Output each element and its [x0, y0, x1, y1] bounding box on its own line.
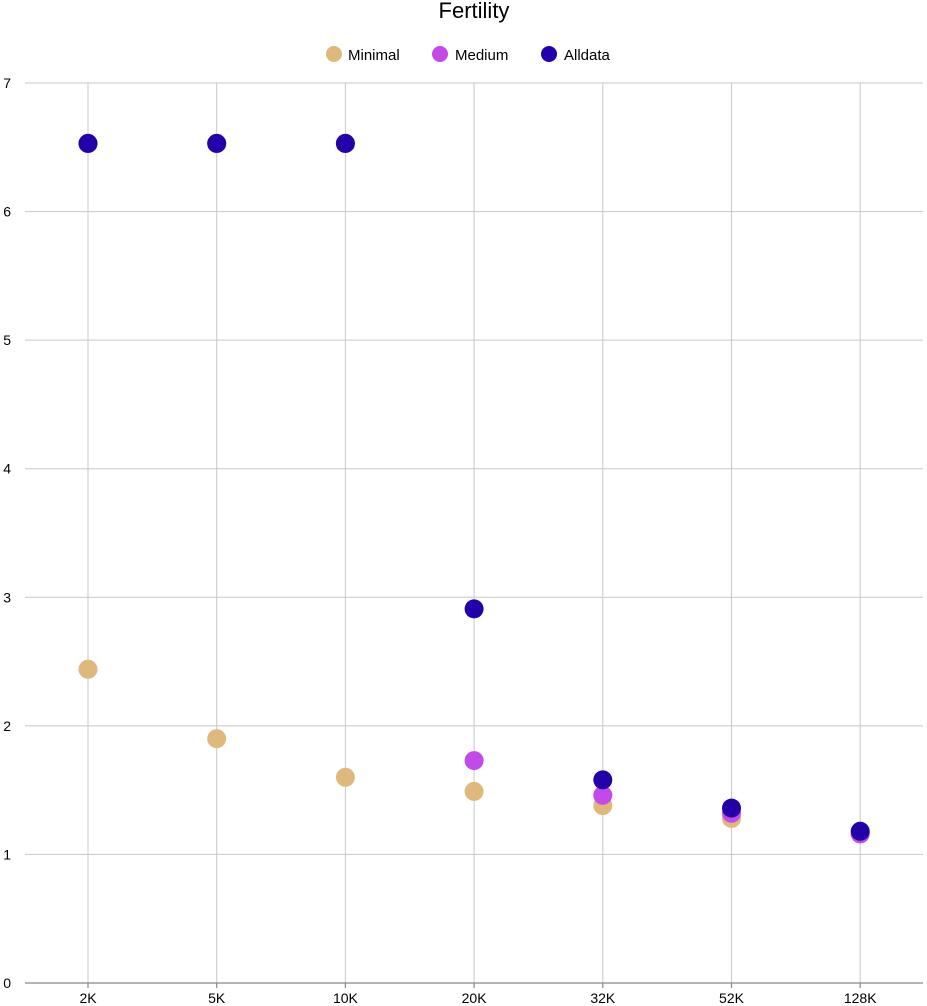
legend-item-alldata[interactable]: Alldata: [541, 46, 611, 64]
y-tick-label-2: 2: [3, 718, 11, 734]
x-tick-label-32K: 32K: [590, 990, 616, 1006]
point-minimal-5K[interactable]: [207, 729, 227, 749]
point-alldata-128K[interactable]: [850, 821, 870, 841]
point-minimal-10K[interactable]: [335, 767, 355, 787]
legend-label-alldata: Alldata: [564, 47, 611, 64]
point-alldata-10K[interactable]: [335, 133, 355, 153]
x-tick-label-5K: 5K: [208, 990, 226, 1006]
y-tick-label-5: 5: [3, 332, 11, 348]
point-alldata-20K[interactable]: [464, 599, 484, 619]
legend-marker-minimal: [326, 46, 342, 62]
point-minimal-20K[interactable]: [464, 781, 484, 801]
y-tick-label-3: 3: [3, 589, 11, 605]
x-tick-label-2K: 2K: [79, 990, 97, 1006]
point-medium-32K[interactable]: [593, 785, 613, 805]
x-tick-label-128K: 128K: [844, 990, 877, 1006]
legend-item-minimal[interactable]: Minimal: [326, 46, 400, 64]
legend-label-medium: Medium: [455, 47, 508, 64]
axes: 0 1 2 3 4 5 6 7 2K 5K 10K 20K 32K 52K 128K: [3, 75, 923, 1006]
x-tick-label-20K: 20K: [462, 990, 488, 1006]
legend-marker-medium: [432, 46, 448, 62]
legend-item-medium[interactable]: Medium: [432, 46, 508, 64]
data-points: [78, 133, 870, 844]
legend: Minimal Medium Alldata: [326, 46, 611, 64]
grid: [25, 82, 923, 983]
y-tick-label-4: 4: [3, 461, 11, 477]
x-tick-label-10K: 10K: [333, 990, 359, 1006]
x-tick-label-52K: 52K: [719, 990, 745, 1006]
y-tick-label-0: 0: [3, 975, 11, 991]
y-tick-label-1: 1: [3, 846, 11, 862]
point-alldata-5K[interactable]: [207, 133, 227, 153]
y-tick-label-6: 6: [3, 204, 11, 220]
y-tick-label-7: 7: [3, 75, 11, 91]
point-minimal-2K[interactable]: [78, 659, 98, 679]
point-alldata-32K[interactable]: [593, 770, 613, 790]
point-alldata-2K[interactable]: [78, 133, 98, 153]
chart-title: Fertility: [439, 0, 510, 23]
legend-marker-alldata: [541, 46, 557, 62]
point-medium-20K[interactable]: [464, 751, 484, 771]
legend-label-minimal: Minimal: [348, 47, 400, 64]
point-alldata-52K[interactable]: [722, 798, 741, 818]
